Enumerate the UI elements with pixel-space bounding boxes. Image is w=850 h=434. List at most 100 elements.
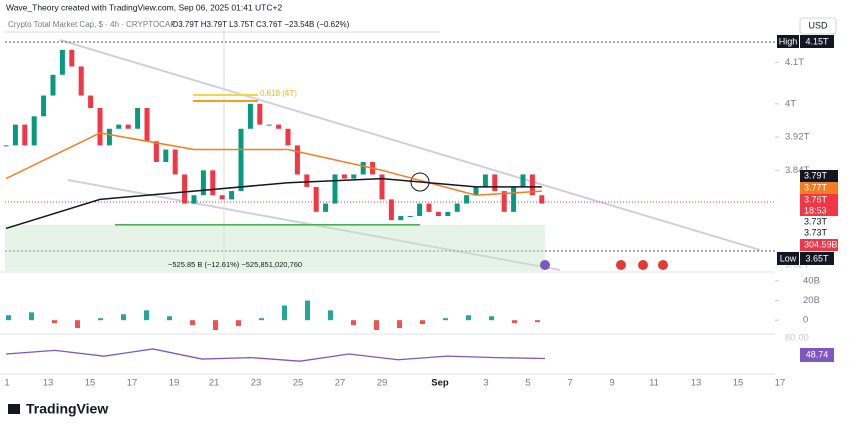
candle: [135, 108, 141, 129]
candle: [360, 162, 366, 175]
x-tick-label: 7: [567, 378, 572, 389]
x-tick-label: 15: [733, 378, 744, 389]
candle: [492, 174, 498, 192]
macd-bar: [420, 320, 425, 325]
candle: [304, 174, 310, 187]
candle: [144, 108, 150, 142]
moving-average: [5, 177, 542, 230]
candle: [50, 74, 56, 96]
macd-tick-label: 0: [803, 315, 808, 326]
x-tick-label: 29: [377, 378, 388, 389]
y-tick-label: 3.92T: [785, 132, 809, 143]
candle: [3, 145, 9, 147]
price-badge-text: 3.79T: [804, 170, 828, 180]
macd-bar: [75, 320, 80, 329]
candle: [182, 174, 188, 204]
candle: [163, 149, 169, 162]
candle: [464, 195, 470, 204]
candle: [294, 145, 300, 175]
credit: Wave_Theory created with TradingView.com…: [6, 2, 282, 12]
candle: [172, 149, 178, 175]
x-tick-label: 19: [169, 378, 180, 389]
candle: [59, 49, 65, 75]
macd-bar: [397, 320, 402, 329]
ohlc: O3.79T H3.79T L3.75T C3.76T −23.54B (−0.…: [172, 20, 350, 29]
macd-bar: [489, 316, 494, 321]
candle: [285, 128, 291, 146]
candle: [229, 191, 235, 200]
candle: [417, 203, 423, 216]
x-tick-label: 3: [483, 378, 488, 389]
candle: [257, 103, 263, 125]
candle: [398, 216, 404, 221]
price-badge: [800, 205, 838, 217]
candle: [529, 174, 535, 196]
macd-bar: [29, 312, 34, 321]
x-tick-label: Sep: [431, 378, 449, 389]
candle: [125, 124, 131, 129]
y-tick-label: 4.1T: [785, 57, 804, 68]
x-tick-label: 9: [609, 378, 614, 389]
x-tick-label: 25: [293, 378, 304, 389]
x-tick-label: 15: [85, 378, 96, 389]
macd-bar: [190, 320, 195, 326]
low-badge: [777, 252, 799, 265]
low-label: Low: [780, 253, 797, 263]
macd-bar: [236, 320, 241, 327]
price-badge-text: 3.73T: [804, 216, 828, 226]
candle: [435, 211, 441, 216]
candle: [473, 186, 479, 196]
rsi-badge: [800, 348, 834, 362]
macd-bar: [282, 305, 287, 321]
price-badge: [800, 227, 838, 239]
candle: [97, 108, 103, 146]
y-tick-label: 3.84T: [785, 165, 809, 176]
candle: [69, 49, 75, 67]
price-badge: [800, 216, 838, 228]
candle: [191, 195, 197, 204]
currency[interactable]: USD: [808, 20, 828, 30]
macd-tick-label: 40B: [803, 275, 820, 286]
price-badge: [800, 170, 838, 182]
rsi-value: 48.74: [806, 349, 829, 359]
candle: [266, 124, 272, 126]
candle: [341, 174, 347, 179]
fib-label: 0.618 (4T): [260, 89, 297, 98]
candle: [539, 195, 545, 204]
candle: [200, 170, 206, 196]
candle: [238, 128, 244, 192]
low-badge: [800, 252, 834, 265]
candle: [379, 174, 385, 200]
candle: [407, 216, 413, 217]
macd-bar: [167, 316, 172, 321]
macd-bar: [52, 320, 57, 324]
price-badge: [800, 239, 838, 251]
candle: [388, 199, 394, 221]
candle: [106, 128, 112, 146]
x-tick-label: 11: [649, 378, 659, 389]
x-tick-label: 27: [335, 378, 346, 389]
symbol: Crypto Total Market Cap, $ · 4h · CRYPTO…: [8, 20, 176, 29]
candle: [41, 95, 47, 117]
macd-bar: [374, 320, 379, 330]
macd-tick-label: 20B: [803, 295, 820, 306]
macd-bar: [305, 300, 310, 321]
price-badge-text: 18:53: [804, 205, 827, 215]
x-tick-label: 13: [691, 378, 702, 389]
price-badge: [800, 194, 838, 206]
candle: [332, 174, 338, 204]
rsi-top: 80.00: [785, 333, 809, 344]
macd-bar: [328, 310, 333, 321]
candle: [511, 186, 517, 212]
candle: [313, 186, 319, 212]
candle: [351, 174, 357, 179]
macd-bar: [144, 310, 149, 321]
currency-button[interactable]: [799, 17, 837, 35]
low-value: 3.65T: [805, 253, 829, 263]
candle: [219, 195, 225, 200]
price-badge-text: 3.73T: [804, 227, 828, 237]
price-badge: [800, 182, 838, 194]
x-tick-label: 21: [209, 378, 220, 389]
logo-text: TradingView: [26, 401, 108, 417]
macd-bar: [259, 318, 264, 321]
